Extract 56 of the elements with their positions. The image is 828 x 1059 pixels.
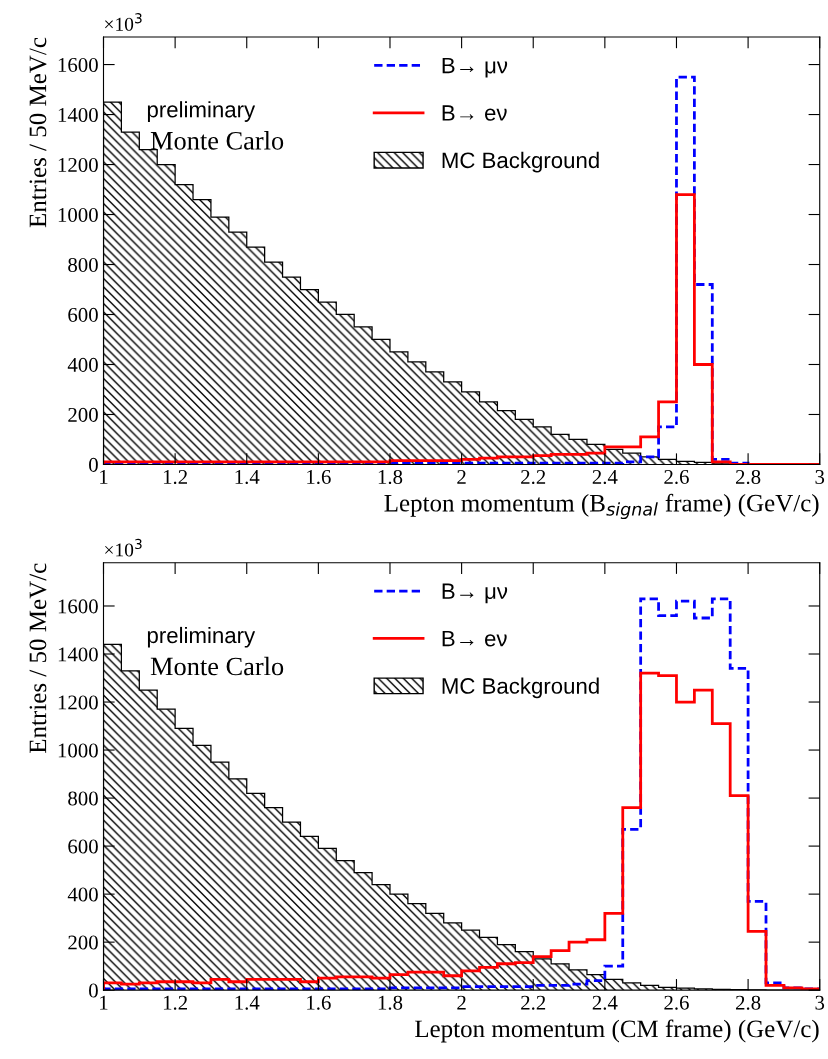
x-tick-label: 2 bbox=[457, 469, 466, 484]
x-axis-title: Lepton momentum (CM frame) (GeV/c) bbox=[415, 1019, 819, 1043]
y-tick-label: 1200 bbox=[58, 157, 98, 172]
y-tick-label: 0 bbox=[89, 983, 98, 998]
legend-label: B→ eν bbox=[442, 630, 507, 647]
x-tick-label: 1.8 bbox=[378, 469, 403, 485]
y-tick-label: 600 bbox=[68, 839, 98, 854]
y-tick-label: 1200 bbox=[58, 695, 98, 710]
x-tick-label: 1.6 bbox=[307, 995, 331, 1010]
x-tick-label: 3 bbox=[815, 469, 825, 484]
x-tick-label: 2.6 bbox=[664, 469, 689, 485]
x-axis-title: Lepton momentum (B$_{signal}$ frame) (GeV/c) bbox=[384, 493, 819, 520]
x-tick-label: 1.4 bbox=[235, 995, 260, 1010]
x-tick-label: 2.2 bbox=[521, 995, 546, 1010]
y-axis-title: Entries / 50 MeV/c bbox=[29, 37, 47, 228]
y-tick-label: 600 bbox=[68, 307, 98, 322]
legend-label: B→ eν bbox=[442, 105, 507, 121]
x-tick-label: 1.8 bbox=[378, 995, 403, 1010]
x-tick-label: 1.2 bbox=[163, 995, 187, 1010]
legend-label: B→ μν bbox=[442, 583, 508, 604]
x-tick-label: 1.2 bbox=[163, 469, 187, 485]
text: ×10$^{3}$ bbox=[105, 538, 142, 557]
x-tick-label: 2.8 bbox=[735, 995, 761, 1010]
annotation: preliminary bbox=[147, 626, 256, 648]
x-tick-label: 2.4 bbox=[592, 469, 618, 485]
y-tick-label: 1400 bbox=[58, 107, 98, 122]
y-tick-label: 400 bbox=[67, 357, 98, 372]
y-axis-title: Entries / 50 MeV/c bbox=[29, 563, 47, 753]
legend-label: B→ μν bbox=[442, 57, 508, 78]
x-tick-label: 2.8 bbox=[735, 469, 761, 485]
y-tick-label: 0 bbox=[89, 457, 98, 472]
y-tick-label: 1000 bbox=[58, 207, 98, 222]
annotation: Monte Carlo bbox=[150, 131, 284, 150]
y-tick-label: 1600 bbox=[58, 57, 98, 72]
y-tick-label: 1400 bbox=[58, 647, 98, 662]
x-tick-label: 1.6 bbox=[307, 469, 331, 485]
x-tick-label: 2.6 bbox=[664, 995, 689, 1010]
y-tick-label: 400 bbox=[67, 887, 98, 902]
annotation: preliminary bbox=[147, 101, 256, 122]
y-tick-label: 1600 bbox=[58, 599, 98, 614]
y-tick-label: 200 bbox=[68, 935, 98, 950]
x-tick-label: 2.2 bbox=[521, 469, 546, 485]
x-tick-label: 1.4 bbox=[235, 470, 260, 485]
legend-label: MC Background bbox=[442, 677, 599, 699]
annotation: Monte Carlo bbox=[150, 656, 284, 676]
x-tick-label: 1 bbox=[100, 470, 108, 484]
x-tick-label: 3 bbox=[815, 995, 825, 1010]
x-tick-label: 2.4 bbox=[592, 995, 618, 1010]
y-tick-label: 800 bbox=[68, 791, 98, 806]
y-tick-label: 800 bbox=[68, 257, 98, 272]
x-tick-label: 2 bbox=[457, 995, 466, 1010]
text: ×10$^{3}$ bbox=[105, 13, 142, 31]
x-tick-label: 1 bbox=[100, 995, 108, 1010]
y-tick-label: 1000 bbox=[58, 743, 98, 758]
legend-label: MC Background bbox=[442, 151, 599, 173]
y-tick-label: 200 bbox=[68, 407, 98, 422]
